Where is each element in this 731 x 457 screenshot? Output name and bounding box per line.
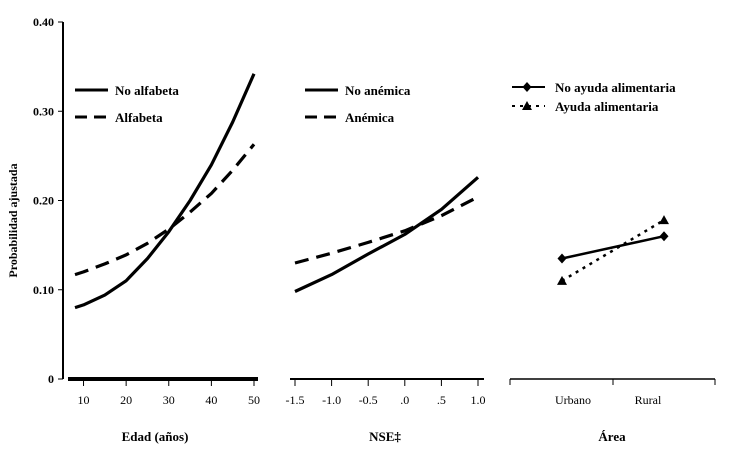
- series-line: [74, 73, 256, 310]
- x-tick-label: -1.5: [286, 393, 305, 407]
- y-tick-label: 0: [48, 372, 54, 386]
- legend-marker-diamond: [522, 82, 532, 92]
- x-tick-label: .5: [437, 393, 446, 407]
- x-tick-label: 30: [163, 393, 175, 407]
- x-axis-label: Edad (años): [122, 429, 189, 444]
- y-tick-label: 0.40: [33, 15, 54, 29]
- data-point-triangle: [557, 275, 567, 285]
- data-point-triangle: [659, 215, 669, 225]
- x-tick-label: -0.5: [359, 393, 378, 407]
- series-line: [561, 219, 665, 282]
- x-tick-label: 1.0: [471, 393, 486, 407]
- x-tick-label: -1.0: [322, 393, 341, 407]
- data-point-diamond: [557, 253, 567, 264]
- x-tick-label: 40: [205, 393, 217, 407]
- legend-label: No ayuda alimentaria: [555, 80, 676, 95]
- series-line: [561, 234, 665, 260]
- legend-label: Anémica: [345, 110, 395, 125]
- y-tick-label: 0.30: [33, 104, 54, 118]
- x-tick-label: 10: [78, 393, 90, 407]
- legend-label: Alfabeta: [115, 110, 163, 125]
- legend-label: Ayuda alimentaria: [555, 99, 659, 114]
- y-tick-label: 0.20: [33, 194, 54, 208]
- x-tick-label: Rural: [635, 393, 662, 407]
- legend-label: No alfabeta: [115, 83, 179, 98]
- x-axis-label: NSE‡: [369, 429, 401, 444]
- series-line: [294, 195, 479, 265]
- data-point-diamond: [659, 231, 669, 242]
- x-tick-label: .0: [400, 393, 409, 407]
- series-line: [294, 176, 480, 293]
- legend-label: No anémica: [345, 83, 411, 98]
- x-tick-label: Urbano: [555, 393, 591, 407]
- x-axis-label: Área: [598, 429, 626, 444]
- y-tick-label: 0.10: [33, 283, 54, 297]
- x-tick-label: 50: [248, 393, 260, 407]
- y-axis-label: Probabilidad ajustada: [6, 163, 20, 277]
- series-line: [74, 143, 256, 277]
- x-tick-label: 20: [120, 393, 132, 407]
- legend-marker-triangle: [522, 101, 532, 110]
